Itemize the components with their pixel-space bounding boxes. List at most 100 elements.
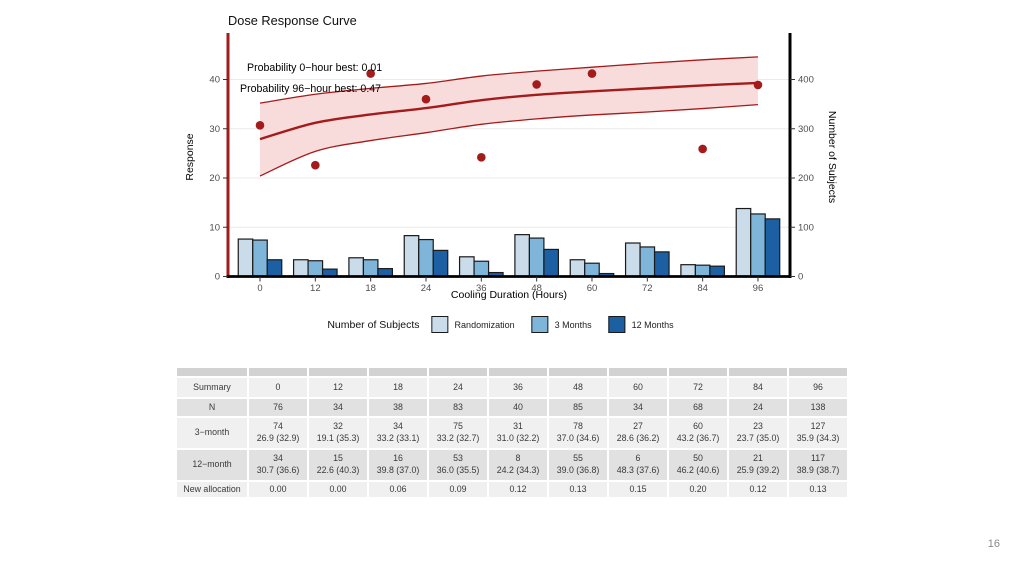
table-cell: 0 (249, 378, 307, 397)
x-tick-label: 60 (587, 283, 598, 294)
table-cell: 27 28.6 (36.2) (609, 418, 667, 448)
summary-table: Summary 0 12 18 24 36 48 60 72 84 96 N 76 34 38 83 40 85 3… (175, 366, 849, 499)
table-cell: 34 (309, 399, 367, 416)
legend-label-12-months: 12 Months (631, 319, 674, 330)
table-row: N 76 34 38 83 40 85 34 68 24 138 (177, 399, 847, 416)
header-cell (429, 368, 487, 376)
table-cell: 0.13 (549, 482, 607, 497)
x-tick-label: 96 (753, 283, 764, 294)
table-cell: 50 46.2 (40.6) (669, 450, 727, 480)
bar-randomization (237, 238, 254, 278)
bar-12-months (543, 248, 560, 278)
bar-12-months (709, 265, 725, 278)
table-cell: 0.12 (729, 482, 787, 497)
scatter-point (477, 153, 486, 162)
scatter-point (587, 69, 597, 78)
table-cell: 75 33.2 (32.7) (429, 418, 487, 448)
bar-3-months (528, 237, 545, 278)
header-cell (609, 368, 667, 376)
legend-swatch-randomization (431, 316, 449, 333)
scatter-point (532, 80, 541, 89)
header-cell (789, 368, 847, 376)
bar-3-months (639, 246, 656, 278)
table-cell: 117 38.9 (38.7) (789, 450, 847, 480)
legend-label-randomization: Randomization (454, 319, 515, 330)
bar-3-months (307, 260, 324, 278)
left-tick-label: 0 (215, 272, 220, 283)
right-tick-label: 0 (798, 272, 803, 283)
table-cell: 72 (669, 378, 727, 397)
scatter-point (311, 160, 320, 170)
legend-swatch-3-months (531, 316, 549, 333)
x-tick-label: 18 (365, 283, 376, 294)
bar-randomization (292, 259, 309, 278)
bar-3-months (584, 262, 600, 278)
right-tick-label: 100 (798, 222, 814, 233)
table-cell: 55 39.0 (36.8) (549, 450, 607, 480)
confidence-band (260, 56, 758, 177)
band-upper-line (259, 56, 759, 104)
table-cell: 12 (309, 378, 367, 397)
header-cell (369, 368, 427, 376)
bar-3-months (750, 213, 766, 278)
table-cell: 96 (789, 378, 847, 397)
table-cell: 6 48.3 (37.6) (609, 450, 667, 480)
table-cell: 85 (549, 399, 607, 416)
table-row: 3−month 74 26.9 (32.9) 32 19.1 (35.3) 34 33… (177, 418, 847, 448)
legend-title: Number of Subjects (327, 318, 420, 331)
table-cell: 0.09 (429, 482, 487, 497)
bar-randomization (403, 235, 420, 278)
chart-text-layer: Dose Response Curve Probability 0−hour b… (184, 13, 838, 301)
bar-12-months (266, 259, 283, 278)
scatter-point (366, 69, 375, 78)
table-cell: 76 (249, 399, 307, 416)
bar-12-months (653, 251, 670, 278)
table-cell: 0.12 (489, 482, 547, 497)
table-cell: 24 (429, 378, 487, 397)
x-tick-label: 36 (476, 283, 487, 294)
table-row: Summary 0 12 18 24 36 48 60 72 84 96 (177, 378, 847, 397)
table-cell: 21 25.9 (39.2) (729, 450, 787, 480)
table-cell: 8 24.2 (34.3) (489, 450, 547, 480)
bar-randomization (735, 207, 752, 278)
header-cell (549, 368, 607, 376)
bar-3-months (694, 264, 711, 278)
header-cell (489, 368, 547, 376)
legend-item-12-months: 12 Months (608, 316, 674, 333)
table-cell: 40 (489, 399, 547, 416)
header-cell (669, 368, 727, 376)
x-axis-title: Cooling Duration (Hours) (451, 289, 567, 301)
right-axis-title: Number of Subjects (826, 111, 838, 203)
table-cell: 38 (369, 399, 427, 416)
table-cell: 24 (729, 399, 787, 416)
table-row: 12−month 34 30.7 (36.6) 15 22.6 (40.3) 16 3… (177, 450, 847, 480)
mean-curve (259, 81, 759, 141)
table-cell: 0.13 (789, 482, 847, 497)
table-cell: 127 35.9 (34.3) (789, 418, 847, 448)
x-tick-label: 48 (531, 283, 542, 294)
scatter-point (753, 80, 763, 90)
header-cell (249, 368, 307, 376)
legend-item-randomization: Randomization (431, 316, 515, 333)
table-cell: 0.15 (609, 482, 667, 497)
table-cell: 78 37.0 (34.6) (549, 418, 607, 448)
row-label: Summary (177, 378, 247, 397)
annotation-prob-96hour: Probability 96−hour best: 0.47 (240, 83, 381, 95)
table-cell: 84 (729, 378, 787, 397)
x-tick-label: 24 (421, 283, 432, 294)
legend-item-3-months: 3 Months (531, 316, 592, 333)
legend-label-3-months: 3 Months (554, 319, 592, 330)
table-cell: 60 (609, 378, 667, 397)
table-cell: 0.06 (369, 482, 427, 497)
table-cell: 34 (609, 399, 667, 416)
table-cell: 16 39.8 (37.0) (369, 450, 427, 480)
table-cell: 83 (429, 399, 487, 416)
table-cell: 0.20 (669, 482, 727, 497)
bar-3-months (252, 239, 268, 278)
left-tick-label: 30 (209, 124, 220, 135)
band-lower-line (259, 103, 759, 177)
table-cell: 53 36.0 (35.5) (429, 450, 487, 480)
